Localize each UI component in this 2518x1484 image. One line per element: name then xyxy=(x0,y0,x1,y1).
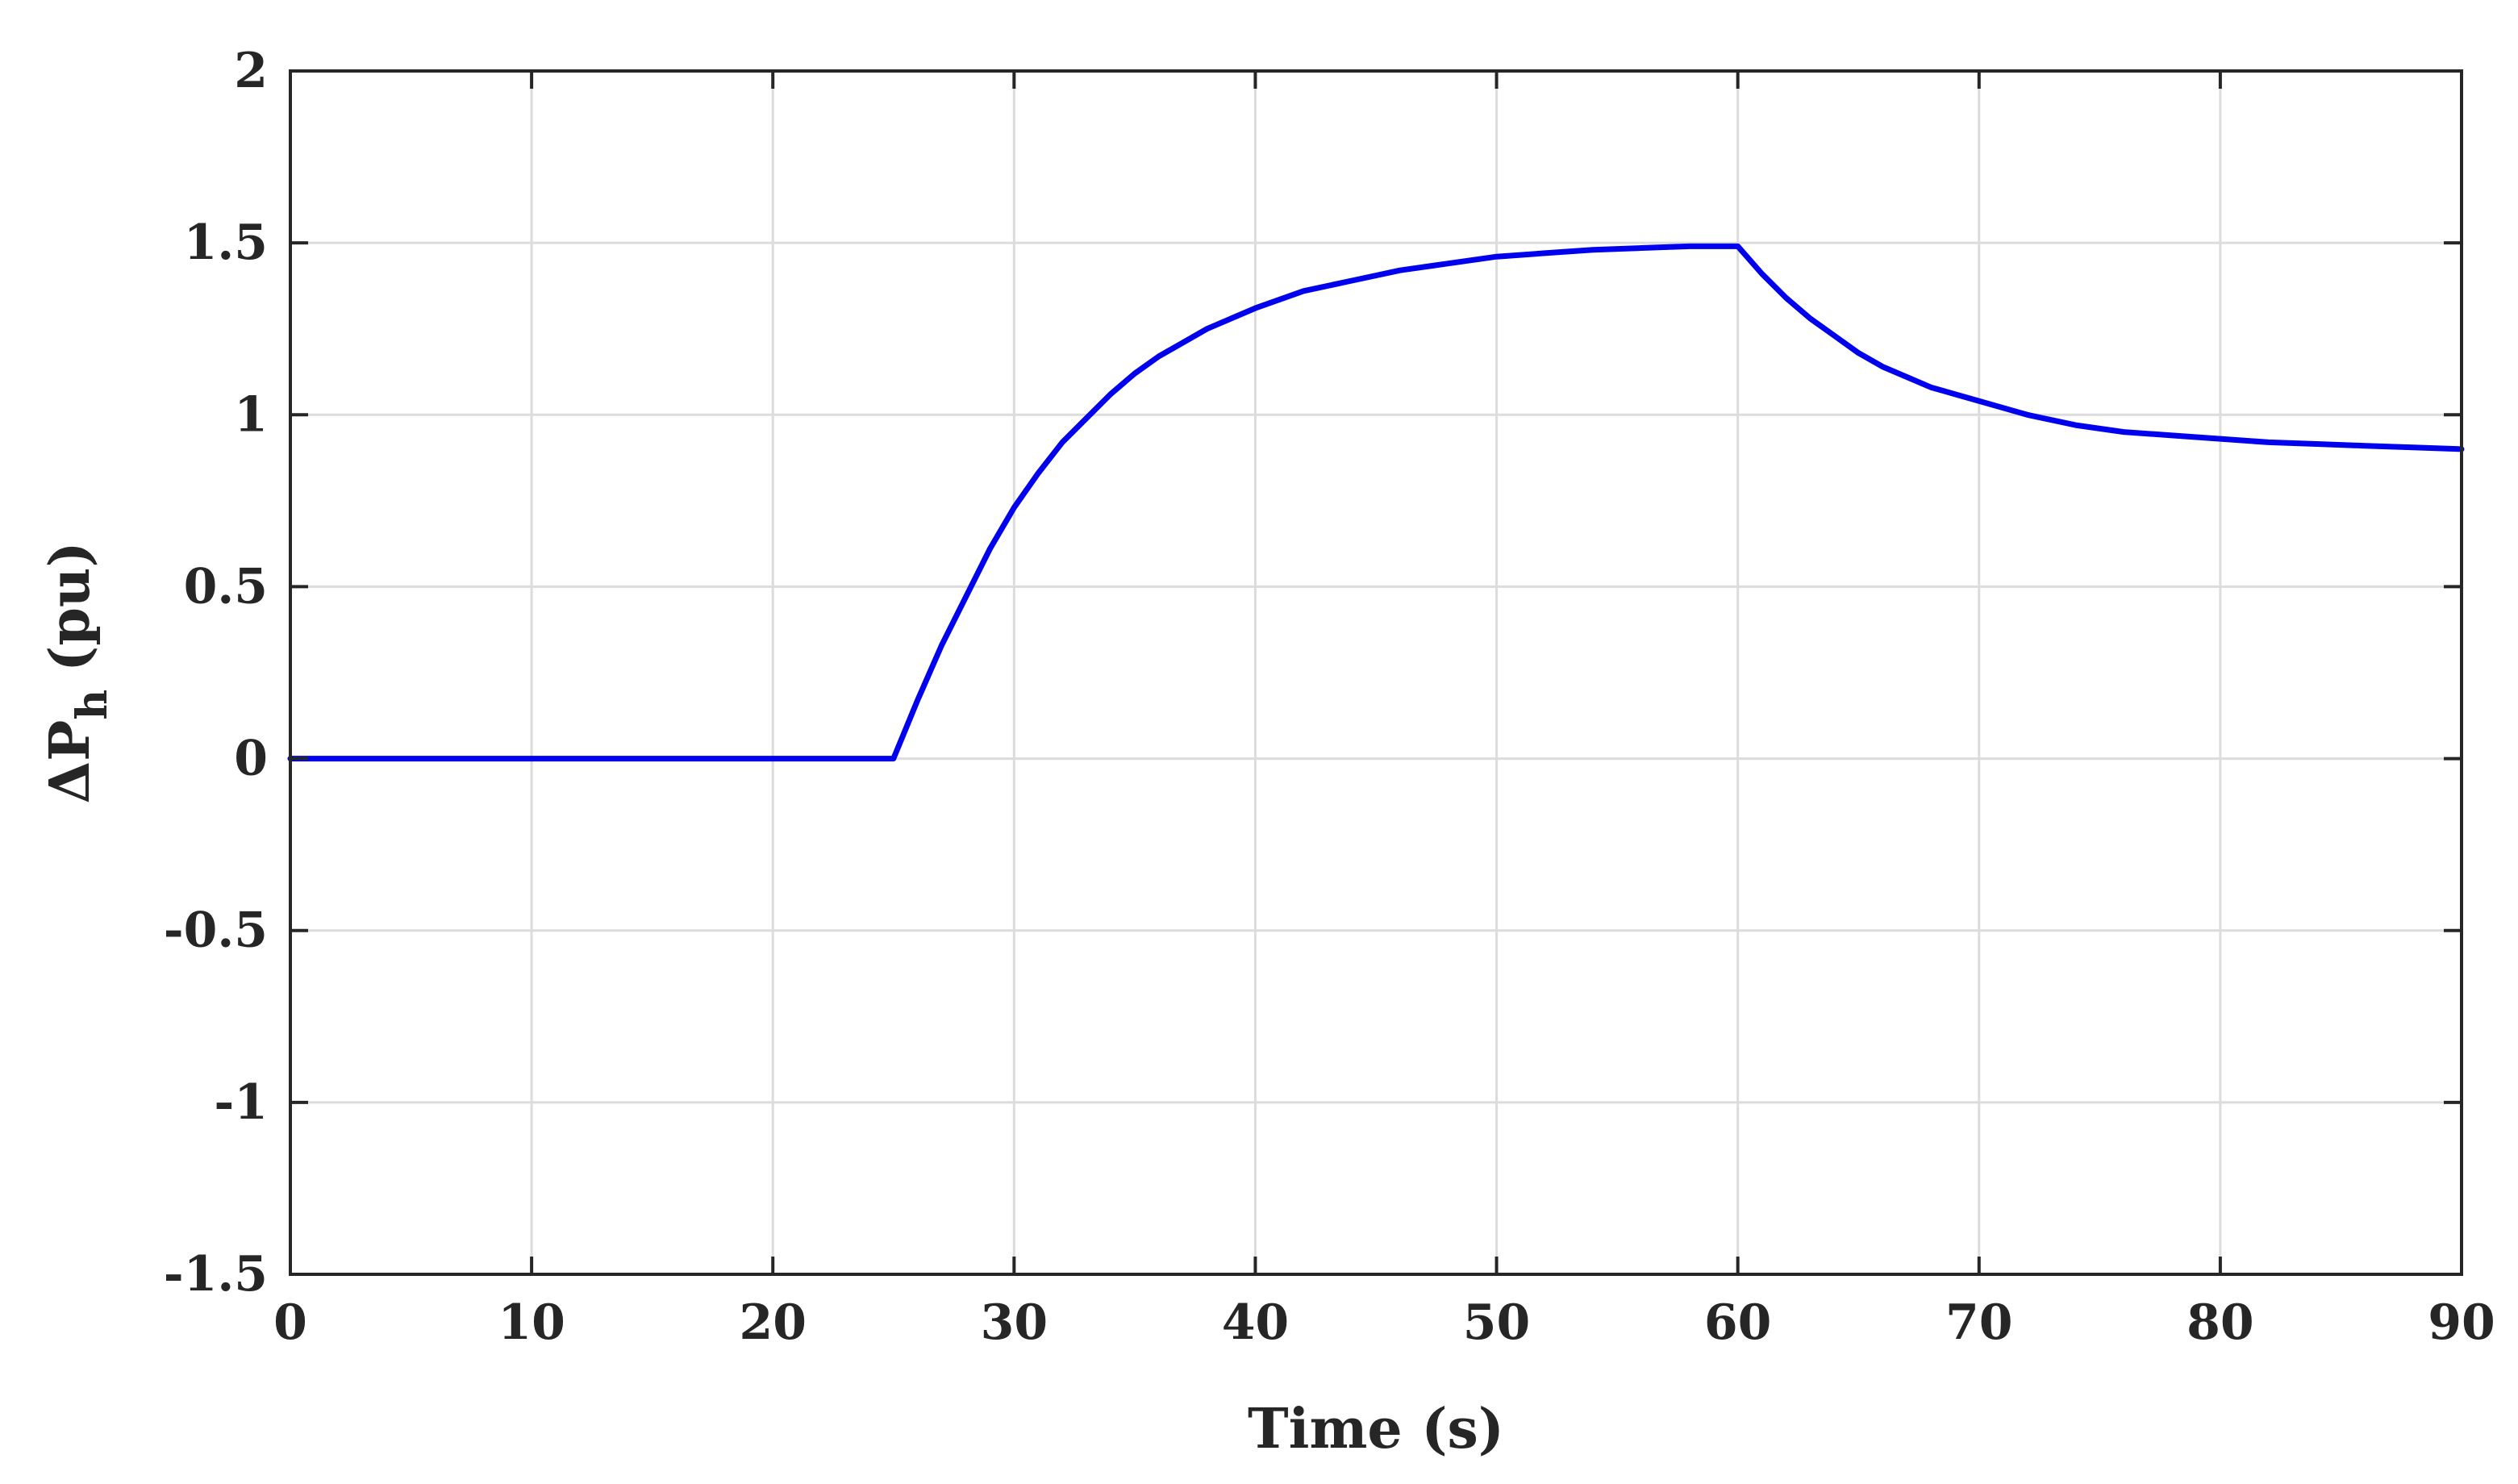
y-tick-label: 0.5 xyxy=(184,558,268,615)
x-tick-label: 40 xyxy=(1222,1294,1290,1351)
x-tick-label: 80 xyxy=(2187,1294,2254,1351)
y-tick-label: 1 xyxy=(234,386,268,443)
x-tick-label: 30 xyxy=(981,1294,1048,1351)
y-tick-label: 1.5 xyxy=(184,215,268,271)
y-axis-title-subscript: h xyxy=(68,690,117,720)
y-tick-label: -1 xyxy=(214,1074,268,1131)
series-group xyxy=(287,243,2465,762)
y-axis-title-main: ΔP xyxy=(38,720,102,804)
tick-marks xyxy=(289,69,2463,1276)
y-tick-label: -0.5 xyxy=(164,902,268,959)
x-tick-label: 60 xyxy=(1704,1294,1772,1351)
y-axis-title-unit: (pu) xyxy=(38,541,102,671)
y-axis-title: ΔPh (pu) xyxy=(38,541,117,803)
x-tick-label: 70 xyxy=(1945,1294,2013,1351)
x-tick-label: 90 xyxy=(2428,1294,2495,1351)
y-tick-label: -1.5 xyxy=(164,1246,268,1303)
x-axis-title: Time (s) xyxy=(1248,1397,1504,1461)
x-tick-label: 20 xyxy=(739,1294,807,1351)
x-tick-labels: 0 10 20 30 40 50 60 70 80 90 xyxy=(273,1294,2495,1351)
x-tick-label: 10 xyxy=(498,1294,565,1351)
y-tick-labels: -1.5 -1 -0.5 0 0.5 1 1.5 2 xyxy=(164,43,268,1303)
x-tick-label: 0 xyxy=(273,1294,307,1351)
grid xyxy=(290,71,2462,1274)
y-tick-label: 2 xyxy=(234,43,268,99)
series-line xyxy=(287,243,2465,762)
plot-area-frame xyxy=(289,69,2463,1276)
y-tick-label: 0 xyxy=(234,731,268,787)
x-tick-label: 50 xyxy=(1463,1294,1531,1351)
